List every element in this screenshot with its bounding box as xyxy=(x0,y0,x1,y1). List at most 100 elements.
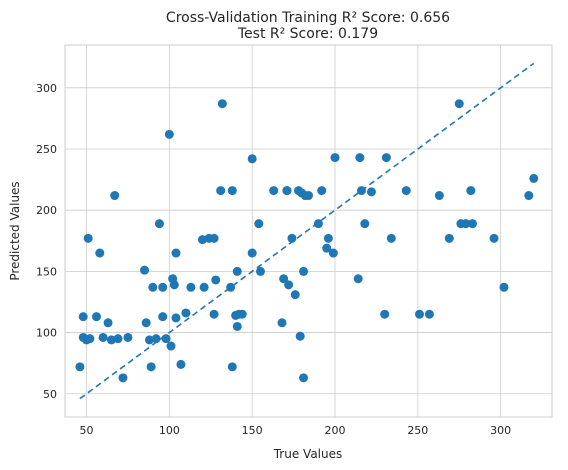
y-tick-label: 150 xyxy=(36,265,57,278)
data-point xyxy=(277,318,287,328)
data-point xyxy=(401,186,411,196)
data-point xyxy=(353,274,363,284)
data-point xyxy=(181,308,191,318)
data-point xyxy=(386,233,396,243)
data-point xyxy=(284,280,294,290)
data-point xyxy=(176,359,186,369)
data-point xyxy=(91,312,101,322)
data-point xyxy=(299,266,309,276)
data-point xyxy=(247,154,257,164)
data-point xyxy=(146,362,156,372)
data-point xyxy=(254,219,264,229)
data-point xyxy=(148,282,158,292)
data-point xyxy=(83,233,93,243)
data-point xyxy=(381,153,391,163)
data-point xyxy=(161,334,171,344)
data-point xyxy=(85,334,95,344)
data-point xyxy=(466,186,476,196)
data-point xyxy=(330,153,340,163)
data-point xyxy=(247,248,257,258)
x-tick-label: 100 xyxy=(159,424,180,437)
data-point xyxy=(103,318,113,328)
data-point xyxy=(317,186,327,196)
data-point xyxy=(118,373,128,383)
data-point xyxy=(113,334,123,344)
y-axis-label: Predicted Values xyxy=(8,181,22,280)
data-point xyxy=(158,312,168,322)
data-point xyxy=(169,280,179,290)
data-point xyxy=(424,309,434,319)
data-point xyxy=(529,173,539,183)
data-point xyxy=(380,309,390,319)
data-point xyxy=(355,153,365,163)
data-point xyxy=(328,248,338,258)
y-tick-label: 300 xyxy=(36,82,57,95)
data-point xyxy=(467,219,477,229)
data-point xyxy=(357,186,367,196)
y-tick-label: 250 xyxy=(36,143,57,156)
data-point xyxy=(304,191,313,201)
data-point xyxy=(524,191,534,201)
x-tick-labels: 50 100 150 200 250 300 xyxy=(80,424,512,437)
x-tick-label: 50 xyxy=(80,424,94,437)
data-point xyxy=(269,186,279,196)
data-point xyxy=(98,332,108,342)
data-point xyxy=(434,191,444,201)
data-point xyxy=(366,187,376,197)
data-point xyxy=(186,282,196,292)
plot-frame xyxy=(64,44,553,418)
data-point xyxy=(299,373,309,383)
x-tick-label: 200 xyxy=(325,424,346,437)
data-point xyxy=(211,275,221,285)
data-point xyxy=(209,233,219,243)
data-point xyxy=(216,186,226,196)
data-point xyxy=(322,243,332,253)
data-point xyxy=(232,321,242,331)
data-point xyxy=(154,219,164,229)
x-tick-label: 300 xyxy=(490,424,511,437)
y-tick-labels: 50 100 150 200 250 300 xyxy=(36,82,57,401)
data-point xyxy=(95,248,105,258)
data-point xyxy=(164,129,174,139)
data-point xyxy=(489,233,499,243)
data-point xyxy=(287,233,297,243)
data-point xyxy=(282,186,292,196)
chart-subtitle: Test R² Score: 0.179 xyxy=(237,26,378,42)
data-point xyxy=(290,290,300,300)
x-tick-label: 150 xyxy=(242,424,263,437)
data-point xyxy=(141,318,151,328)
data-point xyxy=(209,309,219,319)
data-point xyxy=(227,362,237,372)
data-point xyxy=(171,248,181,258)
data-point xyxy=(78,312,88,322)
data-point xyxy=(295,331,305,341)
data-point xyxy=(279,274,289,284)
data-point xyxy=(226,282,236,292)
y-tick-label: 100 xyxy=(36,327,57,340)
y-tick-label: 200 xyxy=(36,204,57,217)
data-point xyxy=(217,99,227,109)
data-point xyxy=(199,282,209,292)
data-point xyxy=(313,219,323,229)
y-tick-label: 50 xyxy=(43,388,57,401)
data-point xyxy=(360,219,370,229)
data-marks xyxy=(75,62,539,400)
data-point xyxy=(151,334,161,344)
data-point xyxy=(227,186,237,196)
data-point xyxy=(123,332,133,342)
data-point xyxy=(255,266,265,276)
data-point xyxy=(75,362,85,372)
data-point xyxy=(414,309,424,319)
data-point xyxy=(237,309,247,319)
data-point xyxy=(158,282,168,292)
data-point xyxy=(323,233,333,243)
data-point xyxy=(171,313,181,323)
data-point xyxy=(444,233,454,243)
data-point xyxy=(140,265,150,275)
data-point xyxy=(499,282,509,292)
data-point xyxy=(110,191,120,201)
data-point xyxy=(232,266,242,276)
x-tick-label: 250 xyxy=(407,424,428,437)
